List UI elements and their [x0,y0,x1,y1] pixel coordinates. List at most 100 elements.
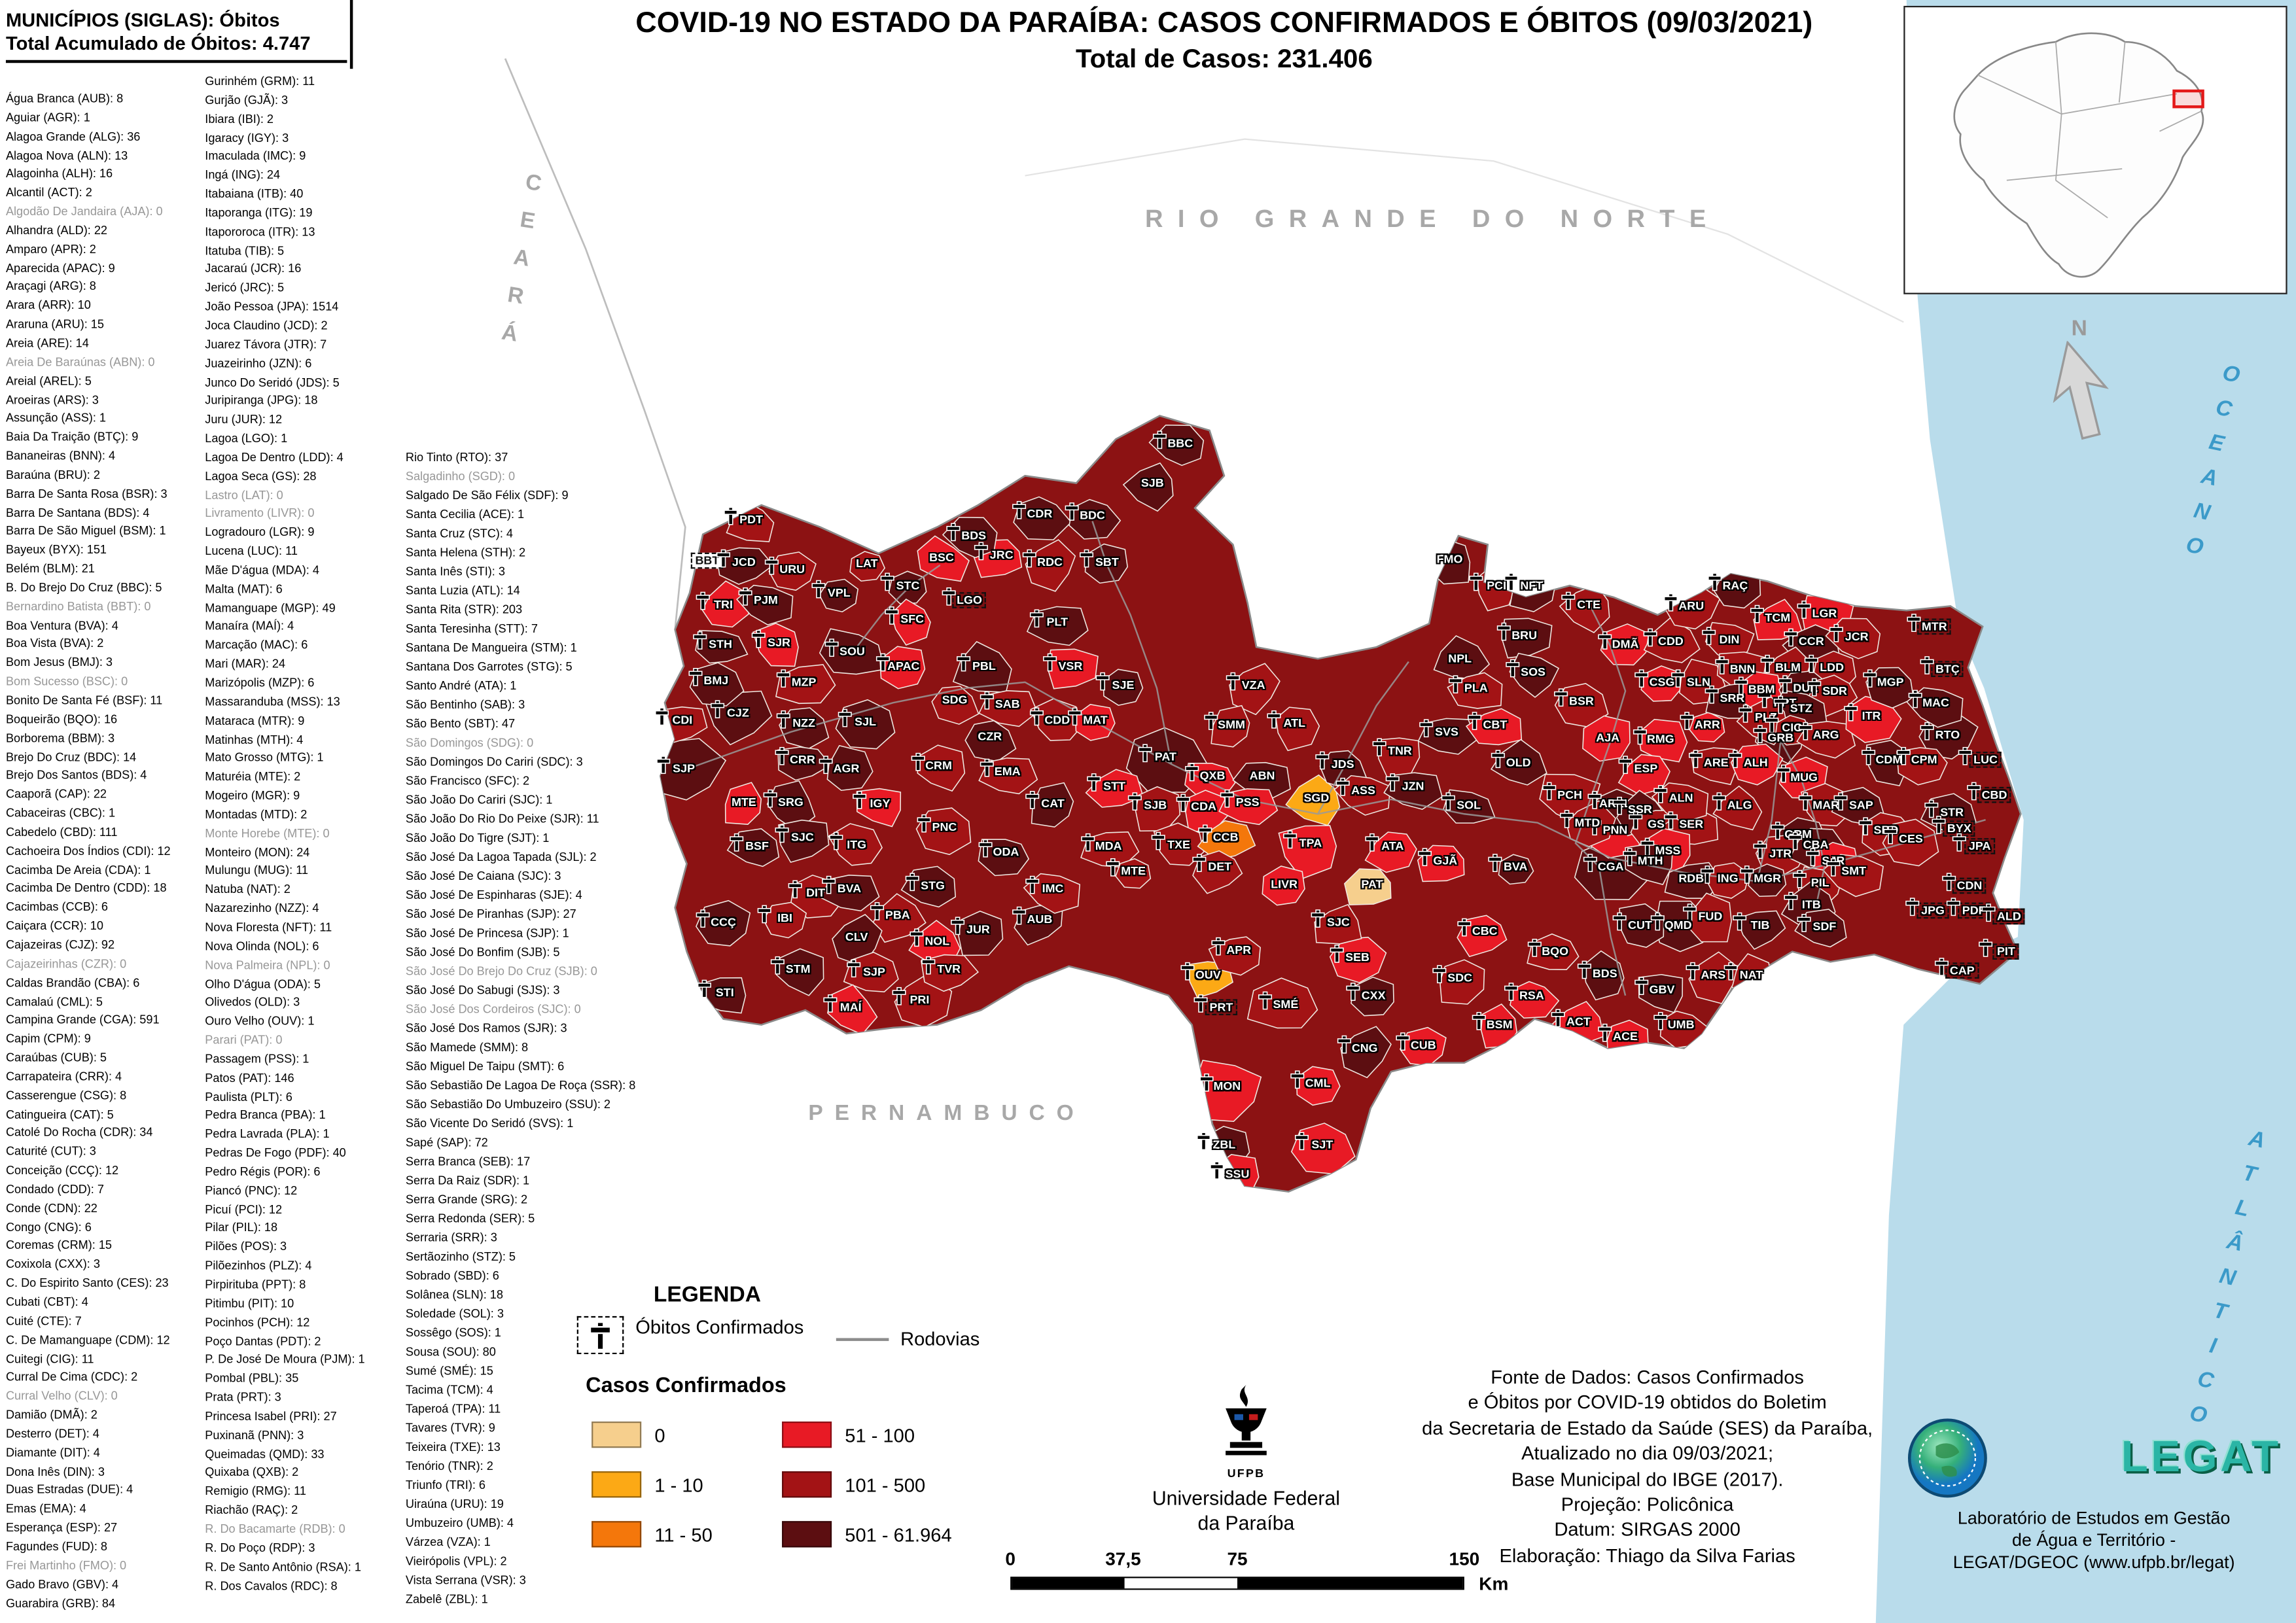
municipality-area [828,823,883,866]
municipality-area [1606,1019,1650,1062]
municipality-entry: Fagundes (FUD): 8 [5,1540,107,1554]
municipality-area [1148,425,1205,466]
municipality-entry: Barra De Santana (BDS): 4 [5,506,150,519]
municipality-entry: Salgado De São Félix (SDF): 9 [405,489,569,502]
municipality-entry: Pilõezinhos (PLZ): 4 [205,1259,312,1273]
municipality-entry: Santa Cruz (STC): 4 [405,527,513,540]
source-line: da Secretaria de Estado da Saúde (SES) d… [1422,1416,1873,1439]
source-line: Atualizado no dia 09/03/2021; [1521,1442,1774,1465]
municipality-entry: Mulungu (MUG): 11 [205,864,309,878]
north-indicator: N [2047,316,2111,447]
rn-border-line [1025,138,1904,323]
legat-line2: de Água e Território - [2012,1529,2176,1550]
municipality-entry: Maturéia (MTE): 2 [205,770,301,784]
municipality-entry: Santana De Mangueira (STM): 1 [405,641,577,655]
municipality-entry: Cuitegi (CIG): 11 [5,1352,94,1365]
municipality-entry: Igaracy (IGY): 3 [205,131,289,145]
legat-logo-text: LEGAT [2121,1433,2282,1482]
municipality-entry: Lagoa (LGO): 1 [205,432,288,445]
municipality-entry: Sumé (SMÉ): 15 [405,1364,493,1378]
header-divider [349,0,353,69]
municipality-entry: Araruna (ARU): 15 [5,317,104,332]
municipality-area [777,746,832,781]
municipality-entry: Boa Vista (BVA): 2 [5,637,104,651]
municipality-entry: Esperança (ESP): 27 [5,1521,118,1535]
municipality-area [826,744,874,792]
page-title: COVID-19 NO ESTADO DA PARAÍBA: CASOS CON… [635,7,1813,40]
ufpb-abbr: UFPB [1227,1467,1265,1480]
municipality-area [1730,743,1784,786]
municipality-area [1013,496,1072,540]
municipality-area [1364,831,1417,873]
municipality-entry: Queimadas (QMD): 33 [205,1447,325,1461]
municipality-entry: R. Dos Cavalos (RDC): 8 [205,1579,338,1592]
legend-swatch [782,1521,832,1548]
municipality-entry: Monte Horebe (MTE): 0 [205,826,330,840]
municipality-entry: Duas Estradas (DUE): 4 [5,1483,133,1497]
brazil-inset-map [1903,5,2287,294]
municipality-entry: Boa Ventura (BVA): 4 [5,618,118,632]
municipality-entry: Belém (BLM): 21 [5,562,95,576]
municipality-entry: Nova Floresta (NFT): 11 [205,920,332,934]
municipality-entry: Caaporã (CAP): 22 [5,788,107,801]
municipality-entry: Mogeiro (MGR): 9 [205,789,300,803]
municipality-entry: Conceição (CCÇ): 12 [5,1164,119,1178]
municipality-area [695,630,749,664]
municipality-entry: Bom Jesus (BMJ): 3 [5,656,113,670]
municipality-entry: Bonito De Santa Fé (BSF): 11 [5,693,163,707]
municipality-entry: Itapororoca (ITR): 13 [205,225,315,239]
municipality-area [819,578,859,613]
municipality-entry: Sousa (SOU): 80 [405,1345,496,1359]
municipality-entry: Juru (JUR): 12 [205,413,283,427]
municipality-entry: Jacaraú (JCR): 16 [205,262,302,276]
legend-swatch [592,1422,642,1448]
legend-class-label: 1 - 10 [654,1473,703,1496]
municipality-entry: Cacimbas (CCB): 6 [5,900,108,915]
municipality-area [920,954,980,992]
roads [688,521,1986,996]
municipality-area [1825,618,1881,659]
municipality-list-col3: Rio Tinto (RTO): 37 Salgadinho (SGD): 0 Sa… [405,448,635,1609]
municipality-entry: Massaranduba (MSS): 13 [205,695,340,708]
municipality-area [819,628,885,675]
legend-class-row: 0 [592,1410,782,1459]
municipality-entry: Curral Velho (CLV): 0 [5,1389,118,1403]
municipality-entry: Caldas Brandão (CBA): 6 [5,975,140,990]
municipality-area [1625,843,1674,886]
municipality-entry: Casserengue (CSG): 8 [5,1089,127,1102]
municipality-area [762,901,807,939]
municipality-entry: Sertãozinho (STZ): 5 [405,1250,516,1264]
municipality-entry: Prata (PRT): 3 [205,1391,281,1405]
municipality-area [1025,539,1076,592]
municipality-area [1689,712,1725,742]
municipality-entry: Serra Redonda (SER): 5 [405,1212,535,1226]
municipality-entry: São Bento (SBT): 47 [405,717,516,731]
municipality-entry: Camalaú (CML): 5 [5,994,103,1008]
municipality-entry: Vista Serrana (VSR): 3 [405,1573,526,1587]
municipality-entry: Água Branca (AUB): 8 [5,92,124,106]
municipality-entry: Serraria (SRR): 3 [405,1231,497,1245]
municipality-area [879,646,926,689]
municipality-entry: Cajazeirinhas (CZR): 0 [5,957,127,971]
municipality-entry: Cubati (CBT): 4 [5,1295,88,1309]
municipality-entry: Mari (MAR): 24 [205,657,286,671]
municipality-entry: Cajazeiras (CJZ): 92 [5,938,115,952]
municipality-entry: Paulista (PLT): 6 [205,1090,292,1104]
municipality-entry: Caraúbas (CUB): 5 [5,1051,107,1065]
municipality-entry: Areial (AREL): 5 [5,374,92,388]
municipality-entry: Arara (ARR): 10 [5,299,91,313]
municipality-entry: R. Do Bacamarte (RDB): 0 [205,1522,345,1536]
source-line: Projeção: Policônica [1561,1493,1734,1516]
municipality-entry: Matinhas (MTH): 4 [205,733,304,746]
municipality-area [1439,959,1485,1005]
municipality-entry: Remigio (RMG): 11 [205,1484,306,1499]
municipality-area [1030,698,1084,741]
municipality-entry: Parari (PAT): 0 [205,1034,283,1047]
municipality-entry: P. De José De Moura (PJM): 1 [205,1353,365,1367]
municipality-entry: Pitimbu (PIT): 10 [205,1297,294,1310]
municipality-entry: Salgadinho (SGD): 0 [405,470,516,483]
municipality-entry: Bananeiras (BNN): 4 [5,449,116,463]
legend-class-label: 51 - 100 [845,1423,915,1446]
municipality-entry: São José De Espinharas (SJE): 4 [405,888,582,902]
scale-tick-75: 75 [1227,1548,1248,1570]
